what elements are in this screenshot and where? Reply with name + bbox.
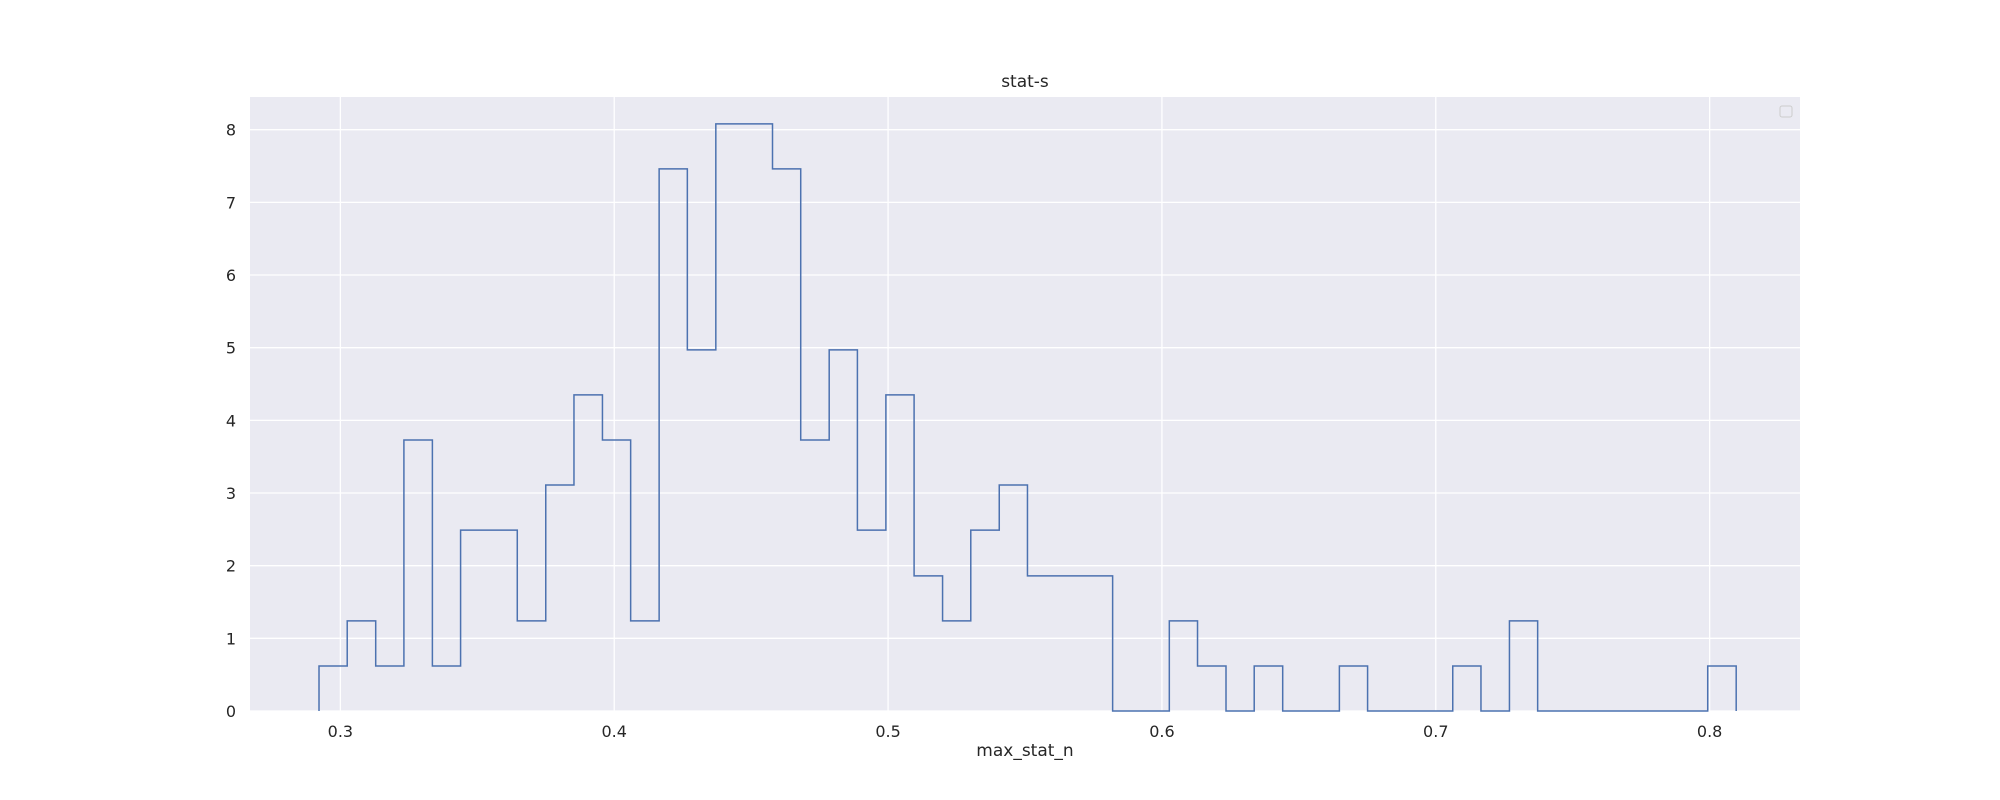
histogram-step-line xyxy=(318,123,1737,712)
y-tick-label: 5 xyxy=(226,339,236,358)
y-tick-label: 8 xyxy=(226,121,236,140)
x-tick-label: 0.7 xyxy=(1423,722,1448,741)
y-tick-label: 7 xyxy=(226,193,236,212)
chart-title: stat-s xyxy=(1001,72,1049,92)
grid xyxy=(250,97,1800,712)
y-tick-label: 2 xyxy=(226,557,236,576)
x-tick-label: 0.3 xyxy=(328,722,353,741)
y-tick-label: 0 xyxy=(226,702,236,721)
y-axis-ticks: 0 1 2 3 4 5 6 7 8 xyxy=(226,121,236,721)
x-tick-label: 0.5 xyxy=(875,722,900,741)
x-axis-label: max_stat_n xyxy=(976,741,1073,761)
x-tick-label: 0.6 xyxy=(1149,722,1174,741)
x-tick-label: 0.4 xyxy=(601,722,626,741)
y-tick-label: 6 xyxy=(226,266,236,285)
x-axis-ticks: 0.3 0.4 0.5 0.6 0.7 0.8 xyxy=(328,722,1723,741)
y-tick-label: 3 xyxy=(226,484,236,503)
y-tick-label: 4 xyxy=(226,411,236,430)
plot-area xyxy=(250,97,1800,711)
x-tick-label: 0.8 xyxy=(1697,722,1722,741)
legend-box xyxy=(1779,105,1793,118)
y-tick-label: 1 xyxy=(226,629,236,648)
